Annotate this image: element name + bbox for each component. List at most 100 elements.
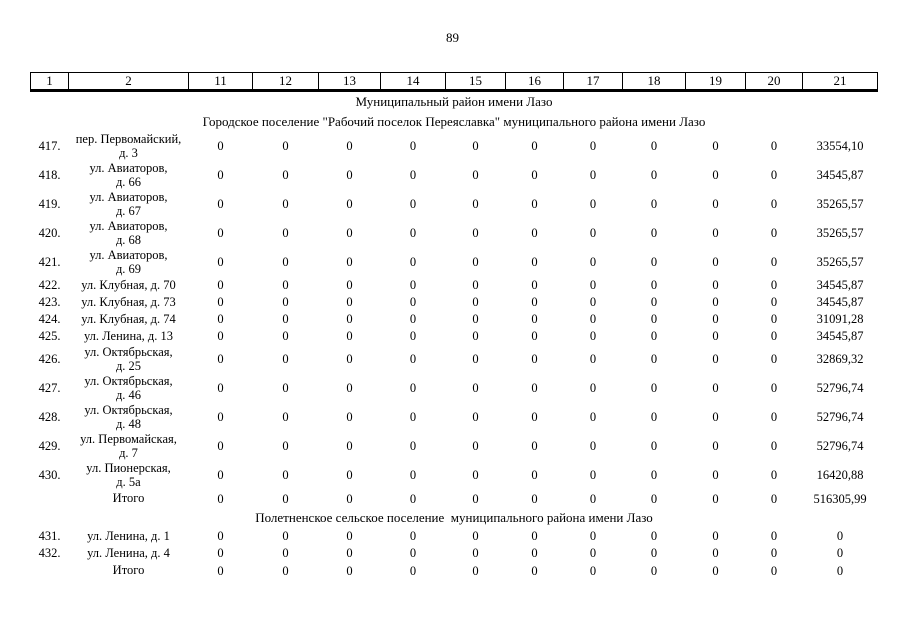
value-cell: 0 <box>217 312 224 326</box>
address-line: Итого <box>112 491 145 506</box>
value-cell: 0 <box>409 197 417 211</box>
row-number: 420. <box>38 226 61 240</box>
value-cell: 0 <box>282 529 289 543</box>
address-cell: ул. Первомайская, д. 7 <box>69 432 189 461</box>
value-cell: 0 <box>346 352 353 366</box>
value-cell: 0 <box>472 546 479 560</box>
value-cell: 0 <box>472 197 479 211</box>
table-row: 426. ул. Октябрьская, д. 25 0 0 0 0 0 0 0 0 0 0 32869… <box>31 345 878 374</box>
value-cell: 0 <box>472 295 479 309</box>
value-cell: 0 <box>409 410 417 424</box>
value-cell: 0 <box>589 168 597 182</box>
row-number: 421. <box>38 255 61 269</box>
table-row: 420. ул. Авиаторов, д. 68 0 0 0 0 0 0 0 0 0 0 35265,5… <box>31 219 878 248</box>
row-number: 425. <box>38 329 61 343</box>
row-number: 431. <box>38 529 61 543</box>
total-value-cell: 52796,74 <box>816 381 864 395</box>
value-cell: 0 <box>217 563 224 578</box>
value-cell: 0 <box>712 255 719 269</box>
value-cell: 0 <box>531 410 538 424</box>
value-cell: 0 <box>531 278 538 292</box>
value-cell: 0 <box>712 329 719 343</box>
table-row: 422. ул. Клубная, д. 70 0 0 0 0 0 0 0 0 0 0 34545,87 <box>31 277 878 294</box>
address-line: д. 46 <box>115 387 142 402</box>
value-cell: 0 <box>589 410 597 424</box>
column-header: 14 <box>380 72 446 92</box>
total-value-cell: 32869,32 <box>816 352 864 366</box>
address-line: д. 48 <box>115 416 142 431</box>
value-cell: 0 <box>346 139 353 153</box>
value-cell: 0 <box>217 468 224 482</box>
value-cell: 0 <box>712 439 719 453</box>
value-cell: 0 <box>409 139 417 153</box>
address-line: ул. Авиаторов, <box>89 248 168 262</box>
table-row: 417. пер. Первомайский, д. 3 0 0 0 0 0 0 0 0 0 0 3355… <box>31 132 878 161</box>
value-cell: 0 <box>650 381 658 395</box>
value-cell: 0 <box>409 439 417 453</box>
section-row: Полетненское сельское поселение муниципа… <box>31 508 878 528</box>
total-value-cell: 34545,87 <box>816 295 864 309</box>
value-cell: 0 <box>346 439 353 453</box>
value-cell: 0 <box>712 410 719 424</box>
address-line: д. 69 <box>115 261 142 276</box>
value-cell: 0 <box>531 255 538 269</box>
value-cell: 0 <box>409 312 417 326</box>
value-cell: 0 <box>217 295 224 309</box>
value-cell: 0 <box>346 410 353 424</box>
value-cell: 0 <box>712 352 719 366</box>
total-value-cell: 516305,99 <box>813 491 867 506</box>
value-cell: 0 <box>770 546 778 560</box>
total-label-cell: Итого <box>69 490 189 508</box>
address-line: д. 7 <box>119 445 138 460</box>
value-cell: 0 <box>472 278 479 292</box>
value-cell: 0 <box>531 563 538 578</box>
total-value-cell: 16420,88 <box>816 468 864 482</box>
total-value-cell: 34545,87 <box>816 168 864 182</box>
address-line: ул. Ленина, д. 13 <box>83 328 174 343</box>
column-header: 16 <box>505 72 564 92</box>
row-number: 429. <box>38 439 61 453</box>
value-cell: 0 <box>770 563 778 578</box>
value-cell: 0 <box>346 381 353 395</box>
value-cell: 0 <box>217 197 224 211</box>
value-cell: 0 <box>712 295 719 309</box>
table-body: Муниципальный район имени Лазо Городское … <box>31 91 878 581</box>
address-cell: пер. Первомайский, д. 3 <box>69 132 189 161</box>
value-cell: 0 <box>589 329 597 343</box>
value-cell: 0 <box>531 139 538 153</box>
address-line: ул. Октябрьская, <box>84 403 173 417</box>
value-cell: 0 <box>712 468 719 482</box>
row-number: 428. <box>38 410 61 424</box>
value-cell: 0 <box>650 295 658 309</box>
value-cell: 0 <box>282 439 289 453</box>
value-cell: 0 <box>346 546 353 560</box>
row-number: 419. <box>38 197 61 211</box>
value-cell: 0 <box>472 226 479 240</box>
row-number: 418. <box>38 168 61 182</box>
value-cell: 0 <box>282 278 289 292</box>
value-cell: 0 <box>409 278 417 292</box>
value-cell: 0 <box>472 410 479 424</box>
value-cell: 0 <box>346 278 353 292</box>
value-cell: 0 <box>589 468 597 482</box>
row-number: 432. <box>38 546 61 560</box>
value-cell: 0 <box>472 381 479 395</box>
value-cell: 0 <box>282 491 289 506</box>
address-cell: ул. Авиаторов, д. 69 <box>69 248 189 277</box>
total-value-cell: 34545,87 <box>816 329 864 343</box>
address-cell: ул. Ленина, д. 1 <box>69 528 189 545</box>
value-cell: 0 <box>282 197 289 211</box>
value-cell: 0 <box>409 546 417 560</box>
value-cell: 0 <box>770 312 778 326</box>
total-label-cell: Итого <box>69 562 189 580</box>
row-number <box>31 490 69 508</box>
column-header: 18 <box>622 72 686 92</box>
column-header: 12 <box>252 72 319 92</box>
value-cell: 0 <box>589 381 597 395</box>
total-value-cell: 33554,10 <box>816 139 864 153</box>
value-cell: 0 <box>217 139 224 153</box>
value-cell: 0 <box>217 329 224 343</box>
value-cell: 0 <box>346 329 353 343</box>
value-cell: 0 <box>346 226 353 240</box>
column-header: 13 <box>318 72 381 92</box>
